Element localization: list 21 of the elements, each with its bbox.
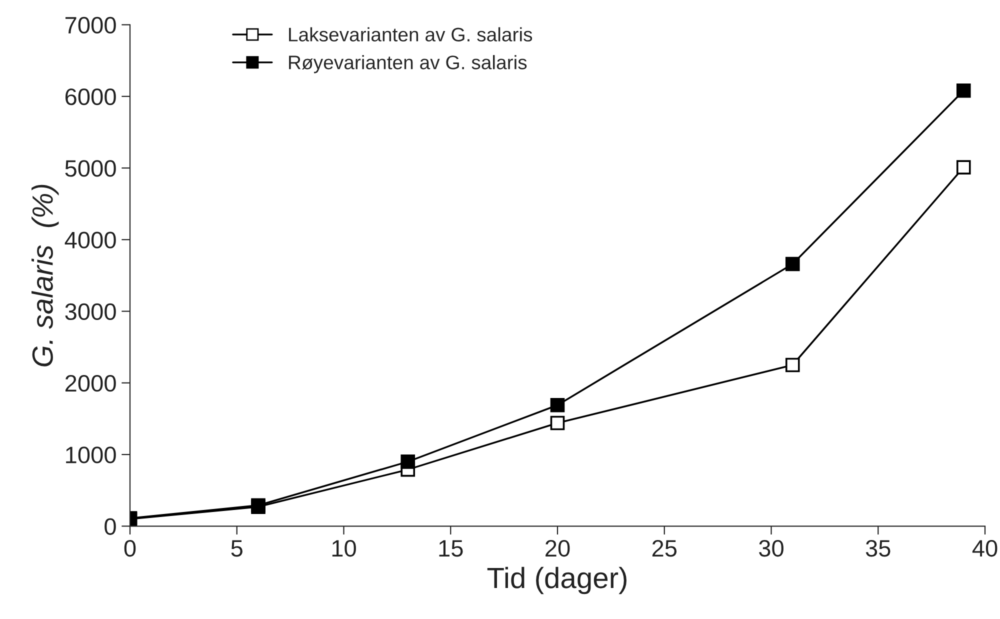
y-tick-label: 1000 xyxy=(66,446,116,464)
y-tick-label: 3000 xyxy=(65,303,116,320)
x-tick-label: 0 xyxy=(124,540,136,557)
y-tick-label: 6000 xyxy=(65,88,116,106)
x-tick-label: 25 xyxy=(652,540,677,557)
x-axis-title: Tid (dager) xyxy=(487,566,626,594)
legend-label: Laksevarianten av G. salaris xyxy=(289,27,532,42)
x-tick-label: 30 xyxy=(759,540,784,557)
x-tick-label: 5 xyxy=(231,540,242,557)
y-tick-label: 5000 xyxy=(65,160,116,177)
legend-label: Røyevarianten av G. salaris xyxy=(289,55,527,74)
y-tick-label: 7000 xyxy=(65,16,116,34)
x-tick-label: 20 xyxy=(546,540,570,557)
x-tick-label: 40 xyxy=(972,540,998,557)
x-tick-label: 35 xyxy=(866,540,890,557)
x-tick-label: 10 xyxy=(332,540,356,557)
y-tick-label: 4000 xyxy=(64,232,116,248)
y-axis-title: G. salaris (%) xyxy=(32,184,59,366)
y-tick-label: 2000 xyxy=(65,374,116,392)
y-tick-label: 0 xyxy=(104,518,116,535)
x-tick-label: 15 xyxy=(439,540,463,557)
